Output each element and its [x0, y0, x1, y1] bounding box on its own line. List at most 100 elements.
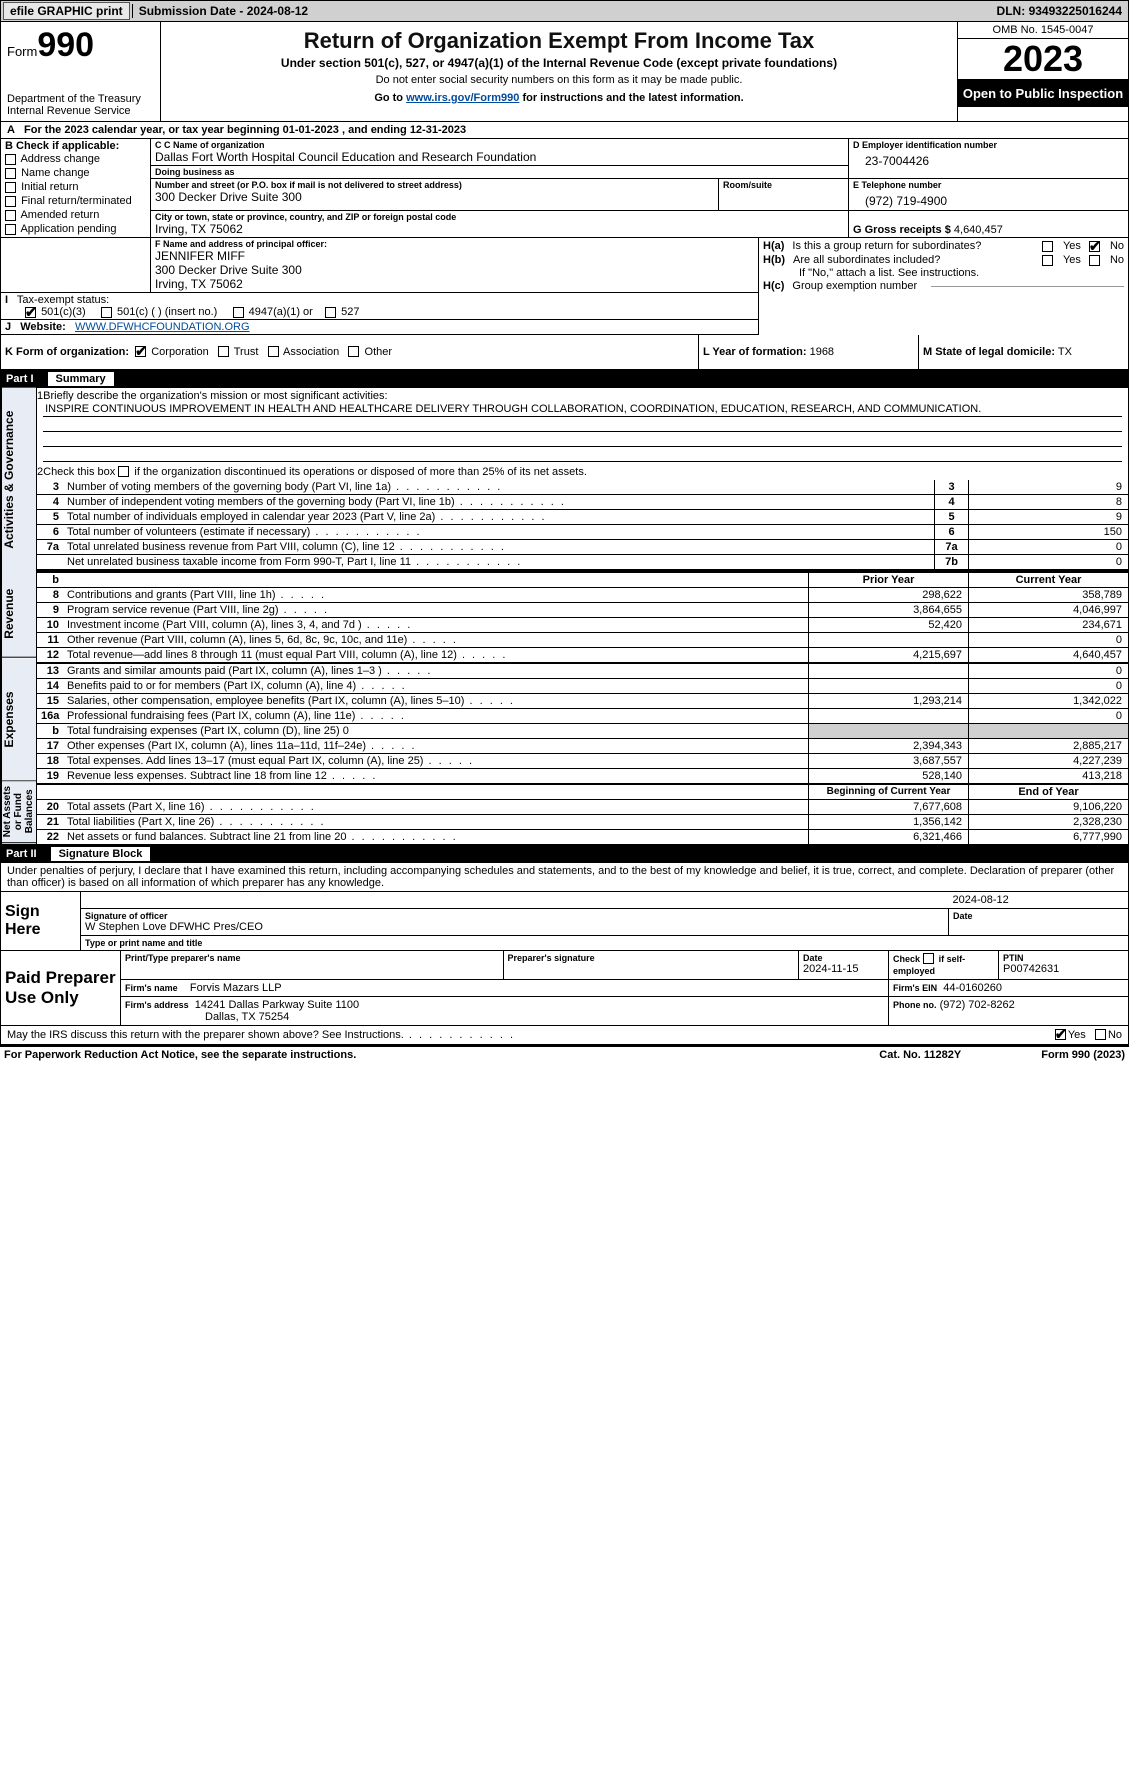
- q1-blank1: [43, 417, 1122, 432]
- submission-date: 2024-08-12: [247, 4, 308, 18]
- assoc-checkbox[interactable]: [268, 346, 279, 357]
- corp-checkbox[interactable]: [135, 346, 146, 357]
- firm-ein: 44-0160260: [943, 982, 1002, 994]
- gov-desc-4: Total unrelated business revenue from Pa…: [63, 540, 934, 554]
- na-begin-hdr: Beginning of Current Year: [808, 785, 968, 799]
- website-link[interactable]: WWW.DFWHCFOUNDATION.ORG: [75, 321, 250, 333]
- preparer-table: Paid Preparer Use Only Print/Type prepar…: [0, 951, 1129, 1026]
- assoc-label: Association: [283, 346, 339, 358]
- firm-addr2: Dallas, TX 75254: [125, 1011, 289, 1023]
- gov-desc-2: Total number of individuals employed in …: [63, 510, 934, 524]
- l-value: 1968: [810, 346, 834, 358]
- gov-num-3: 6: [37, 525, 63, 539]
- form-990: 990: [37, 26, 94, 64]
- box-b-check-0[interactable]: [5, 154, 16, 165]
- 501c3-label: 501(c)(3): [41, 306, 86, 318]
- discuss-text: May the IRS discuss this return with the…: [7, 1029, 515, 1041]
- box-b-check-4[interactable]: [5, 210, 16, 221]
- exp-curr-5: 2,885,217: [968, 739, 1128, 753]
- rev-desc-4: Total revenue—add lines 8 through 11 (mu…: [63, 648, 808, 662]
- trust-checkbox[interactable]: [218, 346, 229, 357]
- box-b-label-1: Name change: [21, 167, 90, 179]
- na-prior-1: 1,356,142: [808, 815, 968, 829]
- na-desc-0: Total assets (Part X, line 16): [63, 800, 808, 814]
- 4947-checkbox[interactable]: [233, 307, 244, 318]
- gov-val-1: 8: [968, 495, 1128, 509]
- q2-checkbox[interactable]: [118, 466, 129, 477]
- declaration: Under penalties of perjury, I declare th…: [0, 863, 1129, 892]
- box-b-check-3[interactable]: [5, 196, 16, 207]
- 527-checkbox[interactable]: [325, 307, 336, 318]
- exp-desc-6: Total expenses. Add lines 13–17 (must eq…: [63, 754, 808, 768]
- rev-desc-0: Contributions and grants (Part VIII, lin…: [63, 588, 808, 602]
- firm-phone: (972) 702-8262: [940, 999, 1015, 1011]
- box-b-label-5: Application pending: [20, 223, 116, 235]
- 4947-label: 4947(a)(1) or: [249, 306, 313, 318]
- rev-prior-1: 3,864,655: [808, 603, 968, 617]
- submission-label-text: Submission Date: [139, 4, 236, 18]
- irs-link[interactable]: www.irs.gov/Form990: [406, 92, 519, 104]
- gov-val-4: 0: [968, 540, 1128, 554]
- rev-curr-3: 0: [968, 633, 1128, 647]
- box-b-label-0: Address change: [20, 153, 100, 165]
- firm-name: Forvis Mazars LLP: [190, 982, 282, 994]
- gross-label: G Gross receipts $: [853, 224, 951, 236]
- form-subtitle: Under section 501(c), 527, or 4947(a)(1)…: [167, 54, 951, 70]
- exp-num-1: 14: [37, 679, 63, 693]
- na-curr-2: 6,777,990: [968, 830, 1128, 844]
- part2-header: Part II Signature Block: [0, 845, 1129, 863]
- exp-num-2: 15: [37, 694, 63, 708]
- pra-notice: For Paperwork Reduction Act Notice, see …: [4, 1049, 356, 1061]
- hb-text: Are all subordinates included?: [793, 254, 1034, 266]
- gov-val-0: 9: [968, 480, 1128, 494]
- 501c3-checkbox[interactable]: [25, 307, 36, 318]
- box-b-check-2[interactable]: [5, 182, 16, 193]
- part2-name: Signature Block: [51, 847, 151, 861]
- discuss-no-checkbox[interactable]: [1095, 1029, 1106, 1040]
- self-employed-checkbox[interactable]: [923, 953, 934, 964]
- exp-desc-3: Professional fundraising fees (Part IX, …: [63, 709, 808, 723]
- gov-box-4: 7a: [934, 540, 968, 554]
- rev-num-0: 8: [37, 588, 63, 602]
- revhdr-num: b: [37, 573, 63, 587]
- other-checkbox[interactable]: [348, 346, 359, 357]
- insert-no: (insert no.): [165, 306, 218, 318]
- ha-no-checkbox[interactable]: [1089, 241, 1100, 252]
- gov-num-1: 4: [37, 495, 63, 509]
- exp-num-5: 17: [37, 739, 63, 753]
- sig-officer-label: Signature of officer: [85, 911, 944, 921]
- discuss-yes-checkbox[interactable]: [1055, 1029, 1066, 1040]
- gov-num-5: [37, 555, 63, 569]
- dln-value: 93493225016244: [1029, 4, 1122, 18]
- ha-label: H(a): [763, 240, 784, 252]
- box-b-check-1[interactable]: [5, 168, 16, 179]
- m-label: M State of legal domicile:: [923, 346, 1055, 358]
- m-value: TX: [1058, 346, 1072, 358]
- exp-desc-0: Grants and similar amounts paid (Part IX…: [63, 664, 808, 678]
- na-num-2: 22: [37, 830, 63, 844]
- dln: DLN: 93493225016244: [997, 4, 1128, 18]
- exp-prior-4: [808, 724, 968, 738]
- na-curr-1: 2,328,230: [968, 815, 1128, 829]
- gross-value: 4,640,457: [954, 224, 1003, 236]
- officer-label: F Name and address of principal officer:: [155, 239, 754, 249]
- goto-line: Go to www.irs.gov/Form990 for instructio…: [167, 86, 951, 104]
- dept-treasury: Department of the Treasury: [7, 93, 154, 105]
- gov-box-1: 4: [934, 495, 968, 509]
- hb-no-checkbox[interactable]: [1089, 255, 1100, 266]
- part1-header: Part I Summary: [0, 370, 1129, 388]
- hb-yes-checkbox[interactable]: [1042, 255, 1053, 266]
- revhdr-desc: [63, 573, 808, 587]
- prep-date: 2024-11-15: [803, 963, 884, 975]
- ha-yes-checkbox[interactable]: [1042, 241, 1053, 252]
- part1-body: Activities & Governance Revenue Expenses…: [0, 388, 1129, 845]
- efile-print-button[interactable]: efile GRAPHIC print: [3, 2, 130, 20]
- 501c-checkbox[interactable]: [101, 307, 112, 318]
- i-letter: I: [5, 294, 14, 306]
- exp-prior-6: 3,687,557: [808, 754, 968, 768]
- side-expenses: Expenses: [2, 658, 36, 781]
- na-num-1: 21: [37, 815, 63, 829]
- box-b-check-5[interactable]: [5, 224, 16, 235]
- box-b-label-2: Initial return: [21, 181, 78, 193]
- exp-curr-7: 413,218: [968, 769, 1128, 783]
